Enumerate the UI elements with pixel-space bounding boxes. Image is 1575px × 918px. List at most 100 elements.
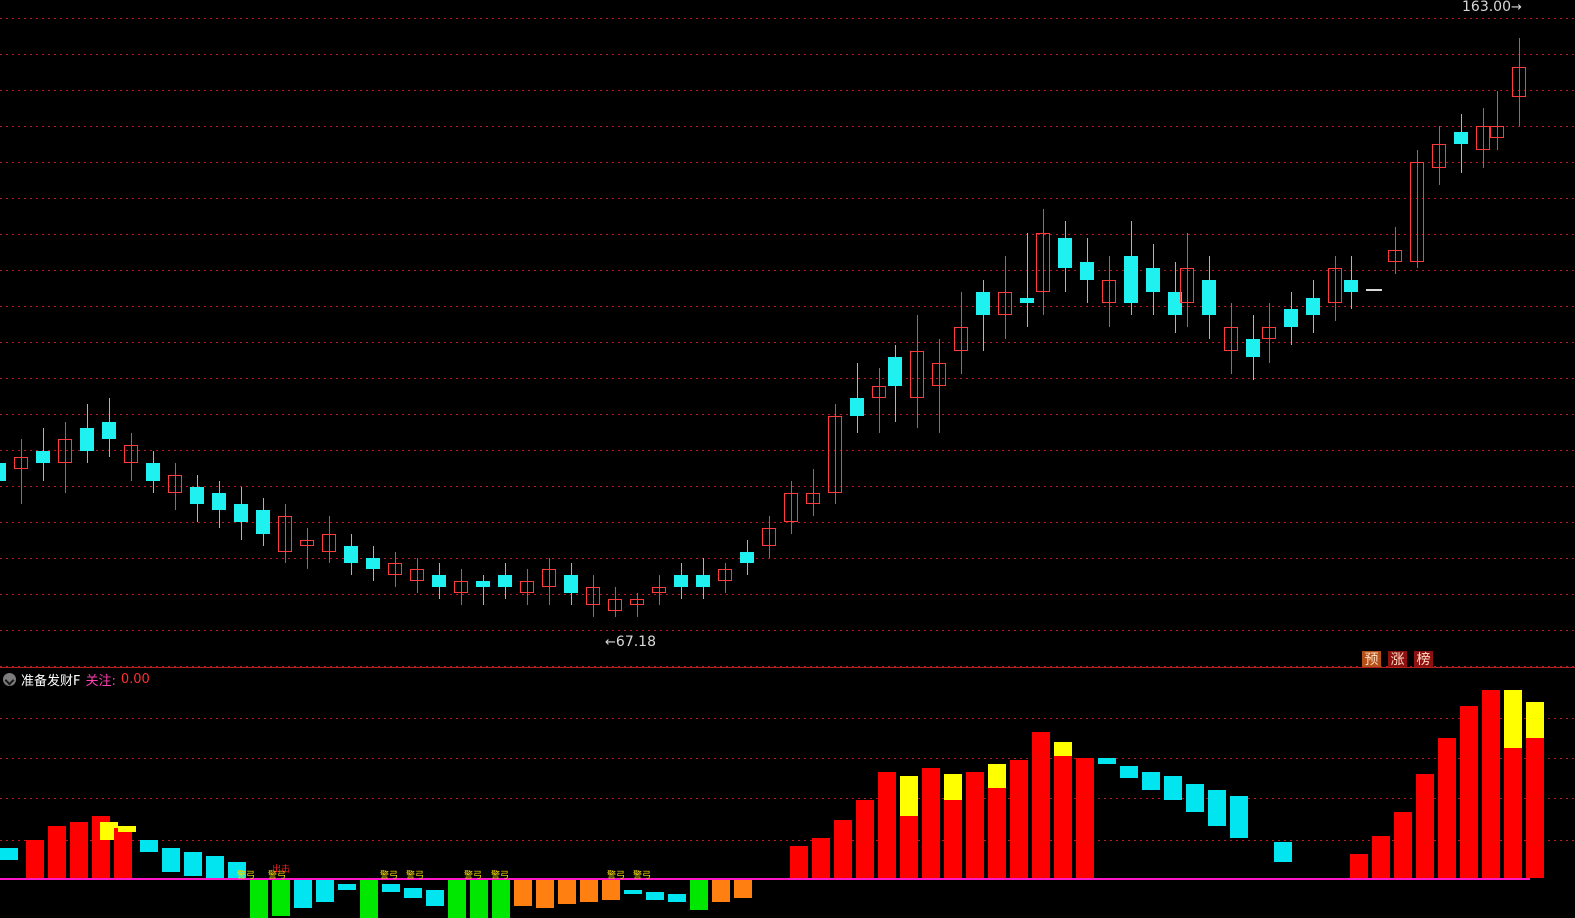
candle-body: [1476, 126, 1490, 150]
histogram-bar: [1438, 738, 1456, 878]
signal-label: 警弓: [464, 871, 483, 881]
low-price-arrow-icon: ←: [605, 635, 616, 650]
histogram-bar: [100, 822, 118, 840]
indicator-histogram-pane[interactable]: 警弓 警弓 出击 警弓 警弓 警弓 警弓 警弓 警弓: [0, 668, 1575, 918]
candle-body: [278, 516, 292, 552]
histogram-bar: [1350, 854, 1368, 878]
signal-label: 警弓: [607, 871, 626, 881]
candle-body: [586, 587, 600, 605]
candle-wick: [1005, 256, 1006, 339]
zero-baseline: [0, 878, 1530, 880]
histogram-bar: [448, 878, 466, 918]
candle-wick: [879, 368, 880, 434]
rank-badge-char[interactable]: 涨: [1388, 651, 1407, 668]
candle-body: [520, 581, 534, 593]
signal-label: 警弓: [406, 871, 425, 881]
candle-body: [1490, 126, 1504, 138]
candle-wick: [175, 463, 176, 511]
signal-label: 警弓: [491, 871, 510, 881]
candle-wick: [527, 569, 528, 605]
candle-body: [498, 575, 512, 588]
histogram-bar: [48, 826, 66, 878]
candle-body: [976, 291, 990, 316]
histogram-bar: [966, 772, 984, 878]
gridline: [0, 718, 1575, 719]
histogram-bar: [1526, 738, 1544, 878]
signal-label: 警弓: [237, 871, 256, 881]
candle-wick: [461, 569, 462, 605]
candle-body: [1202, 279, 1216, 316]
signal-label: 警弓: [380, 871, 399, 881]
gridline: [0, 450, 1575, 451]
candle-wick: [307, 528, 308, 570]
gridline: [0, 306, 1575, 307]
signal-label: 出击: [272, 865, 291, 875]
candle-wick: [285, 504, 286, 564]
candle-body: [1328, 268, 1342, 304]
candle-body: [1224, 327, 1238, 351]
gridline: [0, 270, 1575, 271]
gridline: [0, 666, 1575, 667]
chevron-down-icon[interactable]: [3, 672, 16, 686]
candle-body: [58, 439, 72, 463]
candle-wick: [329, 516, 330, 564]
low-price-label: ←67.18: [605, 634, 656, 650]
candle-wick: [21, 439, 22, 505]
histogram-bar: [712, 878, 730, 902]
candlestick-pane[interactable]: 163.00→ ←67.18 预涨榜: [0, 0, 1575, 668]
histogram-bar: [812, 838, 830, 878]
candle-body: [432, 575, 446, 588]
rank-badge[interactable]: 预涨榜: [1362, 651, 1433, 668]
candle-body: [1388, 250, 1402, 263]
histogram-bar: [602, 878, 620, 900]
candle-body: [696, 575, 710, 588]
histogram-bar: [184, 852, 202, 876]
gridline: [0, 342, 1575, 343]
candle-body: [0, 463, 6, 481]
candle-body: [14, 457, 28, 469]
gridline: [0, 840, 1575, 841]
histogram-bar: [1460, 706, 1478, 878]
candle-body: [102, 421, 116, 440]
last-price-dash-marker: [1366, 289, 1382, 291]
candle-body: [1454, 132, 1468, 144]
histogram-bar: [668, 894, 686, 902]
indicator-name: 准备发财F: [21, 673, 81, 689]
candle-wick: [637, 593, 638, 617]
histogram-bar: [1482, 690, 1500, 878]
signal-label: 警弓: [633, 871, 652, 881]
candle-body: [1020, 297, 1034, 304]
rank-badge-char[interactable]: 预: [1362, 651, 1381, 668]
candle-body: [954, 327, 968, 351]
histogram-bar: [70, 822, 88, 878]
candle-body: [388, 563, 402, 576]
candle-body: [542, 569, 556, 588]
candle-wick: [939, 338, 940, 434]
histogram-bar: [382, 884, 400, 892]
rank-badge-char[interactable]: 榜: [1414, 651, 1433, 668]
candle-body: [888, 356, 902, 387]
candle-body: [124, 445, 138, 463]
candle-body: [1344, 279, 1358, 292]
candle-body: [718, 569, 732, 582]
candle-body: [256, 510, 270, 534]
signal-label: 警弓: [268, 871, 287, 881]
histogram-bar: [1504, 748, 1522, 878]
candle-body: [1246, 338, 1260, 357]
candle-body: [608, 598, 622, 611]
histogram-bar: [558, 878, 576, 904]
candle-wick: [1269, 303, 1270, 363]
histogram-bar: [1372, 836, 1390, 878]
histogram-bar: [734, 878, 752, 898]
histogram-bar: [338, 884, 356, 890]
candle-body: [652, 587, 666, 593]
histogram-bar: [1142, 772, 1160, 790]
histogram-bar: [1120, 766, 1138, 778]
candle-body: [1058, 238, 1072, 268]
histogram-bar: [1394, 812, 1412, 878]
histogram-bar: [988, 764, 1006, 788]
histogram-bar: [944, 774, 962, 800]
gridline: [0, 594, 1575, 595]
histogram-bar: [834, 820, 852, 878]
candle-body: [872, 386, 886, 398]
